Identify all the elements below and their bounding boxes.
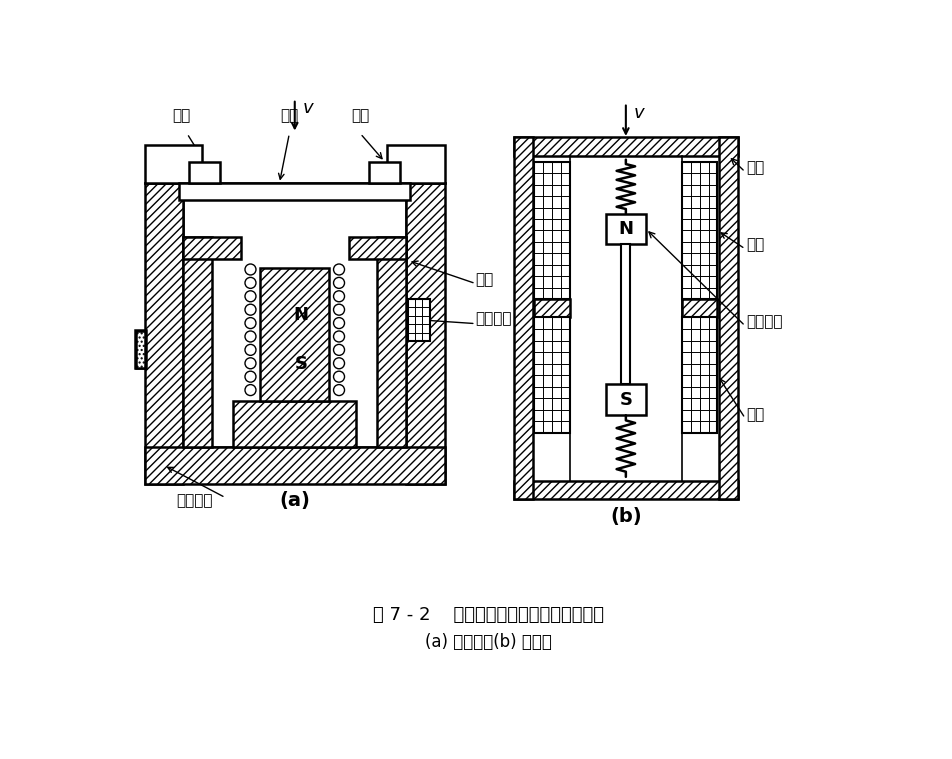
Bar (145, 447, 445, 483)
Text: S: S (294, 354, 307, 373)
Text: 永久磁铁: 永久磁铁 (176, 493, 212, 509)
Text: v: v (302, 99, 313, 117)
Bar (387, 145, 445, 184)
Bar (534, 317, 569, 433)
Bar (183, 238, 212, 447)
Text: (a) 动圈式；(b) 动铁式: (a) 动圈式；(b) 动铁式 (425, 633, 551, 650)
Bar (605, 213, 645, 244)
Bar (407, 299, 429, 342)
Bar (369, 162, 400, 184)
Bar (183, 184, 406, 447)
Text: 永久磁铁: 永久磁铁 (746, 314, 783, 329)
Text: N: N (293, 306, 308, 323)
Bar (682, 299, 717, 317)
Bar (145, 184, 183, 483)
Text: (a): (a) (279, 491, 309, 510)
Bar (514, 137, 532, 499)
Text: 图 7 - 2    恒磁通式磁电传感器结构原理图: 图 7 - 2 恒磁通式磁电传感器结构原理图 (372, 606, 603, 624)
Bar (179, 184, 409, 200)
Text: (b): (b) (609, 506, 641, 526)
Bar (377, 238, 406, 447)
Bar (348, 238, 406, 259)
Text: 补偿线圈: 补偿线圈 (475, 310, 511, 326)
Bar (621, 244, 630, 385)
Text: 弹簧: 弹簧 (172, 109, 190, 123)
Text: v: v (633, 104, 644, 121)
Bar (233, 401, 356, 447)
Text: 磁轭: 磁轭 (475, 272, 493, 287)
Bar (682, 317, 717, 433)
Text: S: S (619, 391, 632, 409)
Text: 壳体: 壳体 (746, 161, 764, 175)
Bar (145, 145, 202, 184)
Bar (136, 331, 146, 367)
Bar (189, 162, 220, 184)
Bar (183, 238, 241, 259)
Bar (534, 162, 569, 299)
Bar (718, 137, 737, 499)
Bar (532, 156, 718, 480)
Text: 极掌: 极掌 (280, 109, 298, 123)
Bar (514, 480, 737, 499)
Bar (682, 162, 717, 299)
Bar (605, 385, 645, 415)
Bar (534, 299, 569, 317)
Bar (135, 329, 146, 368)
Text: 线圈: 线圈 (350, 109, 369, 123)
Text: 线圈: 线圈 (746, 238, 764, 253)
Text: 弹簧: 弹簧 (746, 407, 764, 422)
Bar (260, 268, 329, 401)
Text: N: N (618, 220, 633, 238)
Bar (514, 137, 737, 156)
Bar (406, 184, 445, 483)
